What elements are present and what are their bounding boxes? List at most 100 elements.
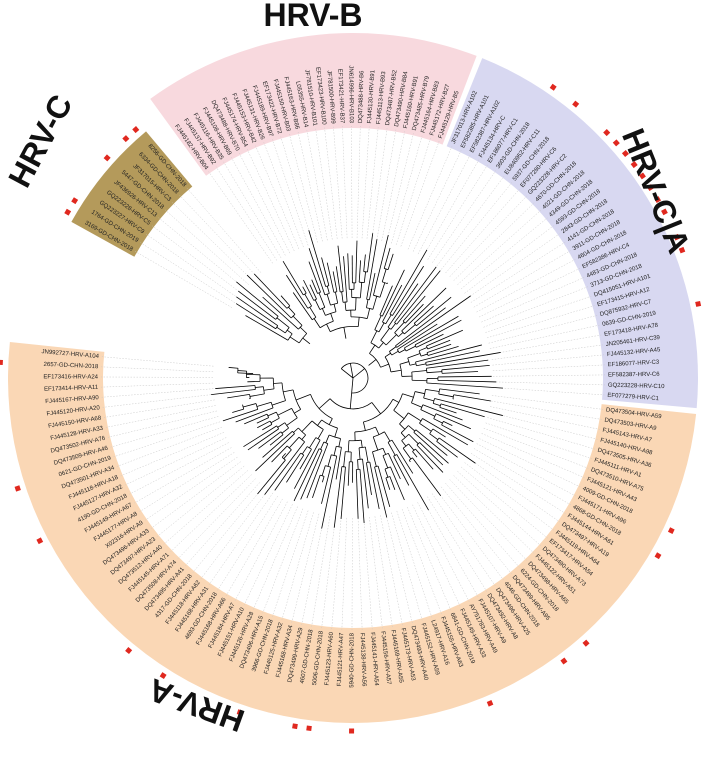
tree-branch bbox=[270, 417, 280, 424]
tree-branch bbox=[389, 476, 396, 490]
tree-branch bbox=[253, 273, 288, 309]
leaf-leader bbox=[489, 324, 600, 349]
tree-branch bbox=[453, 394, 491, 402]
tree-branch bbox=[333, 466, 343, 528]
tree-branch bbox=[374, 329, 380, 333]
tree-branch bbox=[343, 451, 346, 467]
tree-branch bbox=[274, 452, 302, 491]
sample-marker bbox=[306, 725, 312, 732]
tree-branch bbox=[286, 417, 298, 426]
tree-branch bbox=[273, 382, 283, 384]
tree-branch bbox=[308, 230, 327, 287]
leaf-leader bbox=[110, 416, 219, 448]
tree-branch bbox=[243, 425, 277, 447]
leaf-leader bbox=[491, 344, 603, 360]
tree-branch bbox=[293, 448, 320, 502]
tree-branch bbox=[347, 440, 350, 452]
sample-marker bbox=[661, 208, 668, 216]
tree-branch bbox=[338, 438, 341, 447]
tree-branch bbox=[407, 353, 421, 359]
tree-branch bbox=[434, 398, 503, 416]
tree-branch bbox=[329, 398, 373, 410]
clade-sector-hrv-a bbox=[8, 341, 697, 724]
tree-branch bbox=[443, 420, 453, 426]
tree-branch bbox=[401, 330, 405, 335]
tree-branch bbox=[281, 453, 286, 458]
tree-branch bbox=[412, 379, 427, 382]
tree-branch bbox=[237, 370, 247, 372]
tree-branch bbox=[326, 323, 331, 332]
tree-branch bbox=[384, 431, 391, 442]
tree-branch bbox=[426, 329, 463, 347]
tree-branch bbox=[373, 234, 389, 296]
tree-branch bbox=[423, 389, 426, 399]
tree-branch bbox=[441, 365, 490, 371]
tree-branch bbox=[355, 469, 359, 519]
tree-branch bbox=[311, 279, 318, 294]
tree-branch bbox=[425, 388, 440, 392]
sample-marker bbox=[678, 246, 686, 254]
tree-branch bbox=[298, 325, 303, 330]
tree-branch bbox=[432, 428, 446, 438]
tree-branch bbox=[397, 349, 400, 353]
tree-branch bbox=[236, 281, 279, 317]
tree-branch bbox=[439, 406, 457, 414]
tree-branch bbox=[282, 260, 304, 296]
tree-branch bbox=[413, 431, 449, 464]
sample-markers bbox=[0, 83, 702, 734]
tree-branch bbox=[372, 436, 379, 451]
leaf-leader bbox=[369, 517, 383, 629]
tree-branch bbox=[321, 476, 325, 483]
tree-branch bbox=[256, 401, 272, 407]
leaf-leader bbox=[483, 427, 589, 469]
leaf-leader bbox=[272, 510, 309, 617]
sample-marker bbox=[132, 126, 140, 134]
tree-branch bbox=[271, 445, 288, 463]
tree-branch bbox=[288, 306, 296, 315]
tree-branch bbox=[399, 349, 406, 354]
tree-branch bbox=[384, 466, 391, 470]
tree-branch bbox=[237, 372, 254, 374]
leaf-leader-lines bbox=[101, 126, 605, 630]
tree-branch bbox=[317, 429, 324, 440]
tree-branch bbox=[402, 295, 426, 322]
leaf-leader bbox=[297, 132, 323, 242]
tree-branch bbox=[347, 253, 350, 290]
leaf-leader bbox=[453, 202, 535, 281]
tree-branch bbox=[384, 356, 392, 372]
leaf-label: 5940-GD-CHN-2018 bbox=[349, 632, 355, 687]
leaf-leader bbox=[139, 452, 235, 513]
sample-marker bbox=[621, 150, 629, 158]
tree-branch bbox=[276, 425, 279, 430]
tree-branch bbox=[370, 330, 378, 343]
leaf-leader bbox=[445, 188, 520, 274]
tree-branch bbox=[396, 454, 429, 511]
tree-branch bbox=[418, 350, 422, 357]
tree-branch bbox=[277, 407, 292, 416]
tree-branch bbox=[381, 268, 387, 283]
tree-branch bbox=[309, 437, 317, 449]
leaf-leader bbox=[473, 448, 571, 506]
tree-branch bbox=[364, 446, 369, 463]
tree-branch bbox=[437, 375, 492, 378]
tree-branch bbox=[358, 447, 361, 460]
tree-branch bbox=[235, 407, 274, 423]
tree-branch bbox=[350, 316, 368, 319]
tree-branch bbox=[295, 394, 311, 401]
leaf-leader bbox=[440, 486, 512, 574]
leaf-leader bbox=[412, 150, 462, 252]
leaf-leader bbox=[407, 146, 453, 250]
tree-branch bbox=[395, 307, 446, 347]
tree-branch bbox=[308, 248, 326, 295]
tree-branch bbox=[283, 449, 292, 459]
leaf-label: JF781500-HRV-B99 bbox=[326, 70, 336, 125]
tree-branch bbox=[326, 294, 331, 306]
leaf-label: EF186077-HRV-C3 bbox=[608, 360, 660, 369]
tree-branch bbox=[382, 281, 388, 284]
tree-branch bbox=[366, 299, 369, 308]
tree-branch bbox=[366, 461, 370, 464]
leaf-leader bbox=[101, 356, 214, 367]
tree-branch bbox=[277, 422, 286, 428]
tree-branch bbox=[363, 254, 366, 272]
tree-branch bbox=[389, 313, 393, 316]
